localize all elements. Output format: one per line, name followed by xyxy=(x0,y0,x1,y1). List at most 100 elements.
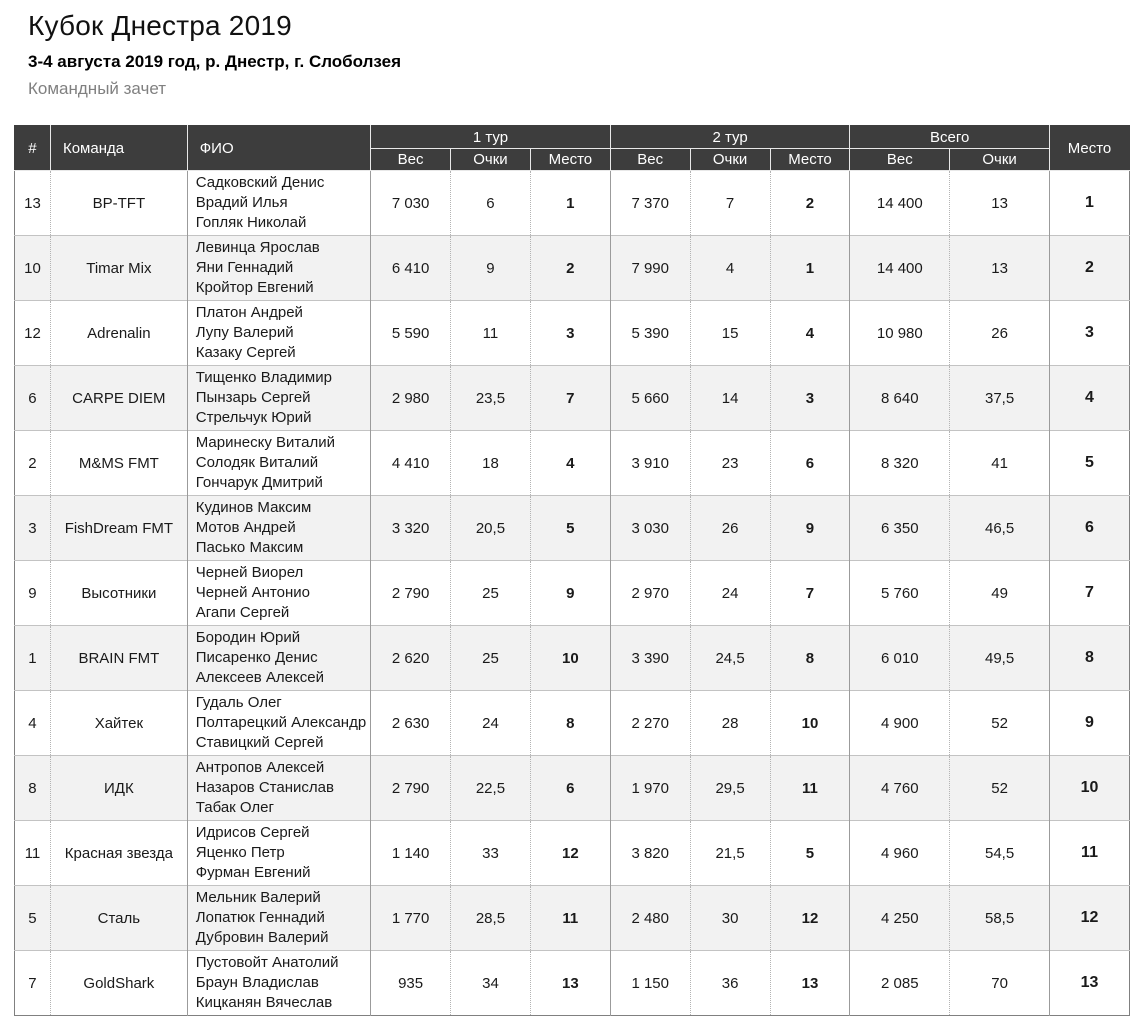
team-number: 2 xyxy=(14,430,51,496)
team-name: Сталь xyxy=(50,885,188,951)
round2-points: 30 xyxy=(690,885,771,951)
round1-place: 13 xyxy=(530,950,611,1016)
round1-weight: 2 980 xyxy=(370,365,452,431)
total-points: 49 xyxy=(949,560,1051,626)
final-place: 6 xyxy=(1049,495,1130,561)
column-header-final-place: Место xyxy=(1049,125,1130,171)
round1-place: 3 xyxy=(530,300,611,366)
final-place: 5 xyxy=(1049,430,1130,496)
table-row: 9 Высотники Черней Виорел Черней Антонио А… xyxy=(14,560,1130,626)
round2-weight: 2 270 xyxy=(610,690,691,756)
round1-place: 7 xyxy=(530,365,611,431)
round1-weight: 3 320 xyxy=(370,495,452,561)
team-members: Левинца Ярослав Яни Геннадий Кройтор Евген… xyxy=(187,235,372,301)
column-group-round2: 2 тур xyxy=(609,125,851,149)
round2-place: 2 xyxy=(770,170,851,236)
round1-weight: 7 030 xyxy=(370,170,452,236)
round1-place: 11 xyxy=(530,885,611,951)
final-place: 4 xyxy=(1049,365,1130,431)
final-place: 7 xyxy=(1049,560,1130,626)
total-weight: 4 900 xyxy=(849,690,951,756)
member-name: Дубровин Валерий xyxy=(195,929,329,946)
standings-category: Командный зачет xyxy=(28,79,167,98)
member-name: Бородин Юрий xyxy=(195,629,301,646)
total-weight: 2 085 xyxy=(849,950,951,1016)
total-points: 52 xyxy=(949,755,1051,821)
column-header-r2-points: Очки xyxy=(689,148,771,171)
column-header-team: Команда xyxy=(49,125,188,171)
round2-weight: 5 390 xyxy=(610,300,691,366)
table-row: 8 ИДК Антропов Алексей Назаров Станислав Т… xyxy=(14,755,1130,821)
final-place: 8 xyxy=(1049,625,1130,691)
table-row: 4 Хайтек Гудаль Олег Полтарецкий Александ… xyxy=(14,690,1130,756)
total-weight: 8 320 xyxy=(849,430,951,496)
round1-weight: 4 410 xyxy=(370,430,452,496)
member-name: Гудаль Олег xyxy=(195,694,282,711)
table-row: 6 CARPE DIEM Тищенко Владимир Пынзарь Сер… xyxy=(14,365,1130,431)
total-points: 41 xyxy=(949,430,1051,496)
round1-place: 2 xyxy=(530,235,611,301)
team-members: Тищенко Владимир Пынзарь Сергей Стрельчук … xyxy=(187,365,372,431)
table-row: 7 GoldShark Пустовойт Анатолий Браун Влад… xyxy=(14,950,1130,1016)
round2-weight: 3 030 xyxy=(610,495,691,561)
total-points: 54,5 xyxy=(949,820,1051,886)
final-place: 13 xyxy=(1049,950,1130,1016)
member-name: Пустовойт Анатолий xyxy=(195,954,339,971)
total-weight: 14 400 xyxy=(849,170,951,236)
final-place: 11 xyxy=(1049,820,1130,886)
round1-weight: 6 410 xyxy=(370,235,452,301)
round1-points: 9 xyxy=(450,235,531,301)
total-points: 13 xyxy=(949,235,1051,301)
final-place: 9 xyxy=(1049,690,1130,756)
round1-place: 5 xyxy=(530,495,611,561)
column-header-members: ФИО xyxy=(186,125,372,171)
total-points: 37,5 xyxy=(949,365,1051,431)
team-members: Гудаль Олег Полтарецкий Александр Ставицки… xyxy=(187,690,372,756)
team-number: 5 xyxy=(14,885,51,951)
team-name: Хайтек xyxy=(50,690,188,756)
member-name: Писаренко Денис xyxy=(195,649,318,666)
table-row: 5 Сталь Мельник Валерий Лопатюк Геннадий Д… xyxy=(14,885,1130,951)
team-name: Adrenalin xyxy=(50,300,188,366)
round1-weight: 2 790 xyxy=(370,755,452,821)
column-header-r2-weight: Вес xyxy=(609,148,691,171)
team-number: 3 xyxy=(14,495,51,561)
team-name: BP-TFT xyxy=(50,170,188,236)
round2-place: 11 xyxy=(770,755,851,821)
round2-points: 4 xyxy=(690,235,771,301)
round2-place: 6 xyxy=(770,430,851,496)
member-name: Антропов Алексей xyxy=(195,759,325,776)
total-weight: 14 400 xyxy=(849,235,951,301)
member-name: Полтарецкий Александр xyxy=(195,714,367,731)
team-members: Кудинов Максим Мотов Андрей Пасько Максим xyxy=(187,495,372,561)
member-name: Гончарук Дмитрий xyxy=(195,474,323,491)
team-name: GoldShark xyxy=(50,950,188,1016)
member-name: Кицканян Вячеслав xyxy=(195,994,333,1011)
team-members: Мельник Валерий Лопатюк Геннадий Дубровин … xyxy=(187,885,372,951)
total-points: 52 xyxy=(949,690,1051,756)
final-place: 10 xyxy=(1049,755,1130,821)
round1-points: 34 xyxy=(450,950,531,1016)
round1-points: 6 xyxy=(450,170,531,236)
team-name: BRAIN FMT xyxy=(50,625,188,691)
member-name: Мельник Валерий xyxy=(195,889,321,906)
member-name: Тищенко Владимир xyxy=(195,369,332,386)
round2-place: 1 xyxy=(770,235,851,301)
member-name: Гопляк Николай xyxy=(195,214,307,231)
round1-weight: 1 140 xyxy=(370,820,452,886)
round2-points: 21,5 xyxy=(690,820,771,886)
round1-points: 23,5 xyxy=(450,365,531,431)
round2-weight: 1 150 xyxy=(610,950,691,1016)
round2-place: 5 xyxy=(770,820,851,886)
round2-place: 12 xyxy=(770,885,851,951)
column-header-r1-weight: Вес xyxy=(370,148,452,171)
round1-place: 8 xyxy=(530,690,611,756)
round2-weight: 3 820 xyxy=(610,820,691,886)
round2-place: 10 xyxy=(770,690,851,756)
member-name: Ставицкий Сергей xyxy=(195,734,324,751)
round2-weight: 7 370 xyxy=(610,170,691,236)
table-row: 10 Timar Mix Левинца Ярослав Яни Геннадий… xyxy=(14,235,1130,301)
member-name: Табак Олег xyxy=(195,799,274,816)
total-weight: 4 250 xyxy=(849,885,951,951)
round1-points: 22,5 xyxy=(450,755,531,821)
